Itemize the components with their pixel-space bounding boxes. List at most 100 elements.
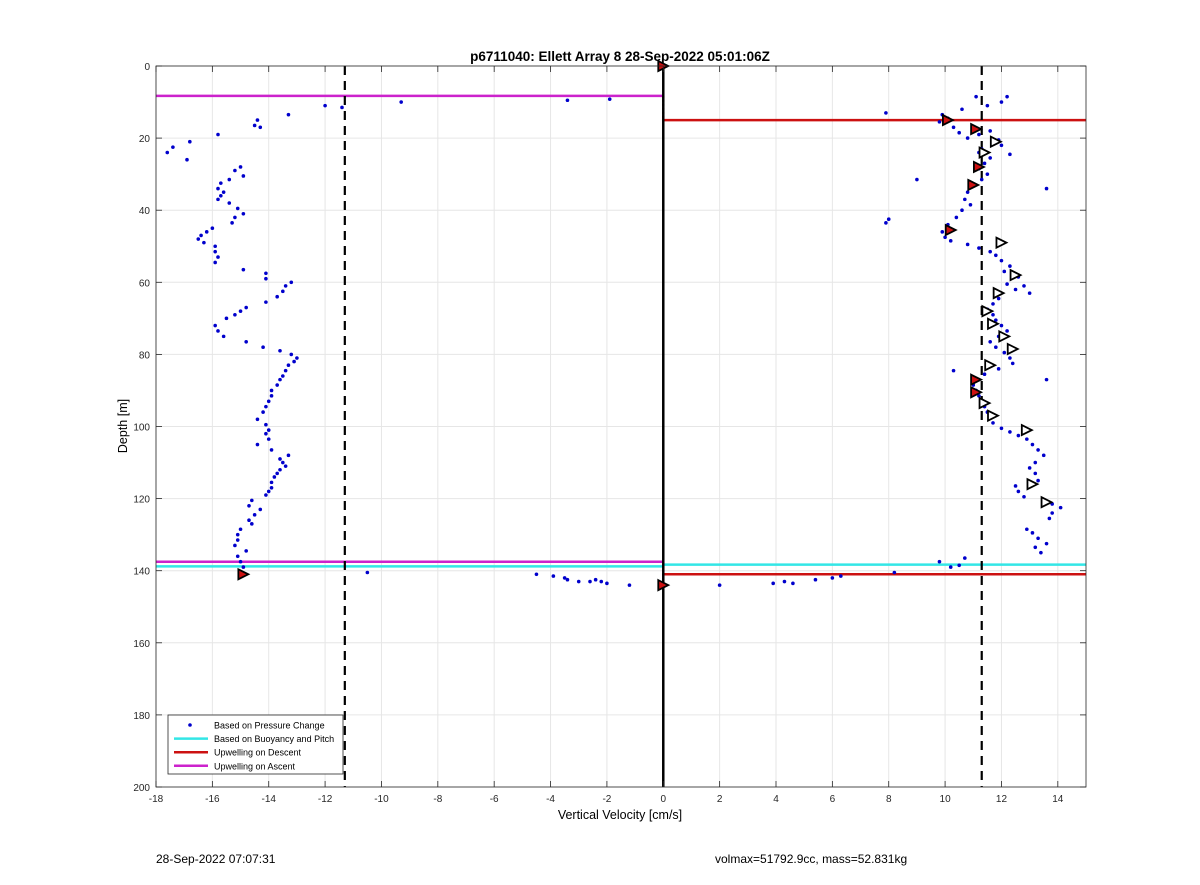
data-point [1013, 484, 1018, 488]
data-point [264, 271, 268, 276]
x-axis-label: Vertical Velocity [cm/s] [558, 808, 682, 822]
data-point [213, 260, 217, 265]
data-point [954, 215, 959, 220]
legend-label: Based on Pressure Change [214, 721, 325, 731]
data-point [213, 249, 217, 254]
data-point [999, 258, 1004, 263]
data-point [292, 359, 296, 364]
chart-title: p6711040: Ellett Array 8 28-Sep-2022 05:… [470, 49, 770, 64]
y-tick-label: 200 [133, 783, 150, 794]
data-point [1005, 282, 1009, 286]
data-point [599, 579, 604, 584]
data-point [607, 97, 612, 101]
grid-lines [155, 65, 1086, 788]
data-point [771, 581, 775, 586]
data-point [551, 574, 556, 578]
data-point [323, 103, 327, 108]
data-point [830, 576, 835, 580]
data-point [224, 316, 229, 321]
triangle-marker [967, 178, 981, 192]
data-point [241, 174, 246, 178]
data-point [216, 329, 220, 333]
data-point [244, 549, 248, 553]
data-point [985, 103, 990, 108]
data-point [286, 453, 291, 458]
y-tick-label: 40 [139, 206, 151, 217]
data-point [244, 339, 248, 344]
triangle-marker [970, 122, 984, 136]
y-tick-label: 140 [133, 567, 150, 578]
data-point [996, 296, 1001, 301]
data-point [213, 323, 217, 328]
triangle-marker [1040, 495, 1054, 509]
data-point [1016, 489, 1021, 494]
data-point [915, 177, 919, 182]
data-point [283, 368, 288, 373]
data-point [241, 212, 246, 216]
data-point [1008, 430, 1012, 434]
data-point [235, 532, 240, 537]
x-tick-label: -16 [205, 794, 220, 805]
data-point [165, 150, 170, 155]
data-point [204, 230, 209, 234]
data-point [283, 284, 288, 288]
data-point [982, 161, 987, 166]
data-point [278, 467, 282, 472]
triangle-marker [987, 409, 1001, 423]
triangle-marker [987, 317, 1001, 331]
data-point [884, 111, 888, 115]
data-point [960, 208, 964, 212]
legend-box [167, 714, 344, 775]
data-point [1033, 460, 1038, 465]
data-point [269, 448, 274, 452]
data-point [252, 513, 257, 517]
data-point [562, 576, 567, 580]
y-tick-label: 120 [133, 495, 150, 506]
data-point [1033, 545, 1038, 550]
data-point [994, 345, 998, 349]
data-point [216, 197, 220, 202]
data-point [1030, 442, 1035, 447]
data-point [241, 267, 246, 272]
data-point [281, 460, 285, 465]
x-tick-label: -14 [262, 794, 277, 805]
data-point [593, 577, 598, 582]
data-point [266, 428, 271, 432]
x-tick-label: 0 [660, 794, 666, 805]
data-point [991, 312, 995, 317]
data-point [1008, 356, 1012, 360]
triangle-marker [237, 567, 251, 581]
data-point [977, 132, 981, 137]
data-point [1022, 494, 1026, 499]
data-point [286, 363, 291, 368]
tick-labels: -18 -16 -14 -12 -10 -8 -6 -4 -2 0 2 4 6 8 10 12 14020406… [133, 62, 1064, 805]
legend-swatch-dot [188, 723, 192, 727]
data-point [227, 201, 232, 205]
axes [155, 65, 1087, 788]
data-point [1002, 350, 1007, 355]
data-point [227, 177, 232, 182]
data-point [255, 417, 260, 422]
x-tick-label: -4 [546, 794, 555, 805]
data-point [250, 498, 254, 503]
triangle-marker [981, 304, 995, 318]
data-point [258, 507, 263, 512]
footer-volmax-mass: volmax=51792.9cc, mass=52.831kg [715, 852, 908, 866]
data-point [982, 372, 987, 377]
data-point [219, 181, 223, 185]
data-point [1036, 448, 1040, 452]
footer-timestamp: 28-Sep-2022 07:07:31 [156, 852, 276, 866]
data-point [985, 172, 990, 176]
data-point [238, 527, 243, 532]
data-point [281, 374, 285, 378]
data-point [185, 157, 189, 162]
data-point [275, 383, 279, 387]
x-tick-label: 10 [940, 794, 952, 805]
horizontal-lines [156, 94, 1086, 586]
data-point [238, 309, 243, 313]
legend-label: Based on Buoyancy and Pitch [214, 734, 334, 744]
data-point [951, 368, 956, 373]
legend-label: Upwelling on Ascent [214, 761, 296, 771]
y-tick-label: 160 [133, 639, 150, 650]
x-tick-label: 14 [1052, 794, 1064, 805]
